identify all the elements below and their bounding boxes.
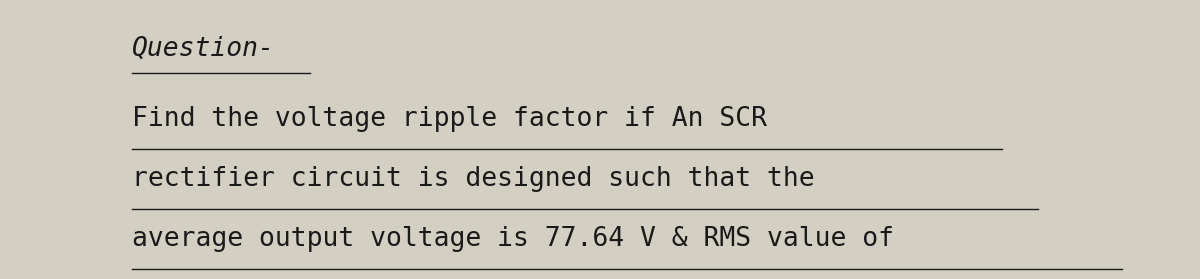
Text: Question-: Question- [132, 36, 275, 62]
Text: rectifier circuit is designed such that the: rectifier circuit is designed such that … [132, 166, 815, 192]
Text: average output voltage is 77.64 V & RMS value of: average output voltage is 77.64 V & RMS … [132, 226, 894, 252]
Text: Find the voltage ripple factor if An SCR: Find the voltage ripple factor if An SCR [132, 106, 767, 132]
